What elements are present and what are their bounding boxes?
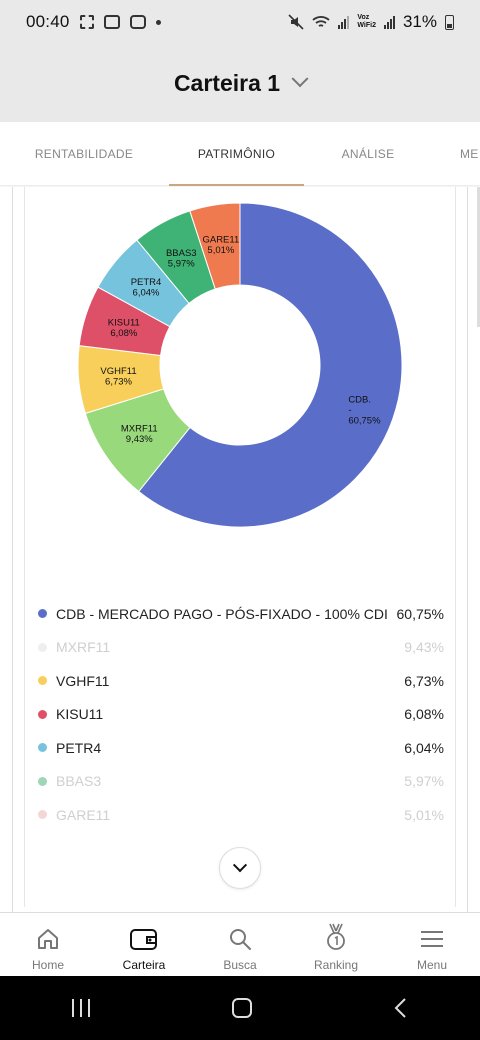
legend-value: 5,01% bbox=[404, 806, 444, 823]
home-icon bbox=[38, 929, 58, 949]
donut-slice-label: BBAS3 bbox=[166, 248, 197, 259]
legend-label: MXRF11 bbox=[56, 639, 111, 656]
nav-menu-label: Menu bbox=[416, 958, 448, 972]
legend-label: KISU11 bbox=[56, 706, 104, 723]
chevron-down-icon[interactable] bbox=[291, 70, 309, 88]
home-button-icon[interactable] bbox=[230, 996, 254, 1020]
legend-value: 6,08% bbox=[404, 706, 444, 723]
chart-legend: CDB - MERCADO PAGO - PÓS-FIXADO - 100% C… bbox=[38, 597, 444, 832]
nav-ranking-label: Ranking bbox=[313, 958, 359, 972]
nav-menu[interactable]: Menu bbox=[384, 913, 480, 976]
status-system-icons: Voz WiFi2 31% bbox=[288, 12, 454, 32]
legend-color-dot bbox=[38, 709, 47, 719]
legend-value: 6,73% bbox=[404, 672, 444, 689]
portfolio-title[interactable]: Carteira 1 bbox=[173, 69, 281, 96]
wifi-icon bbox=[312, 16, 330, 27]
tab-analise[interactable]: ANÁLISE bbox=[341, 147, 395, 161]
nav-carteira[interactable]: Carteira bbox=[96, 913, 192, 976]
bottom-navigation: Home Carteira Busca Ranking Menu bbox=[0, 912, 480, 976]
donut-slice-label: 5,97% bbox=[168, 258, 195, 269]
wallet-icon bbox=[130, 929, 157, 950]
search-icon bbox=[230, 929, 251, 950]
legend-item[interactable]: PETR4 6,04% bbox=[38, 731, 444, 765]
app-header: Carteira 1 bbox=[0, 44, 480, 122]
screenshot-icon bbox=[79, 15, 94, 29]
legend-label: CDB - MERCADO PAGO - PÓS-FIXADO - 100% C… bbox=[56, 605, 388, 622]
legend-label: PETR4 bbox=[56, 739, 102, 756]
legend-value: 9,43% bbox=[404, 639, 444, 656]
donut-slice-label: KISU11 bbox=[108, 317, 140, 328]
legend-value: 5,97% bbox=[404, 773, 444, 790]
legend-item[interactable]: KISU11 6,08% bbox=[38, 698, 444, 732]
outer-card bbox=[12, 187, 468, 912]
menu-icon bbox=[421, 931, 443, 947]
donut-slice-label: 6,04% bbox=[133, 287, 160, 298]
mute-icon bbox=[288, 14, 304, 30]
status-time: 00:40 bbox=[26, 12, 70, 31]
nav-home[interactable]: Home bbox=[0, 913, 96, 976]
donut-slice-label: 5,01% bbox=[207, 245, 234, 256]
legend-label: BBAS3 bbox=[56, 773, 102, 790]
legend-item[interactable]: BBAS3 5,97% bbox=[38, 765, 444, 799]
donut-slice[interactable] bbox=[189, 202, 241, 290]
expand-legend-button[interactable] bbox=[219, 847, 261, 889]
back-icon[interactable] bbox=[391, 996, 411, 1020]
chart-card bbox=[24, 187, 456, 907]
system-navigation-bar bbox=[0, 976, 480, 1040]
legend-item[interactable]: CDB - MERCADO PAGO - PÓS-FIXADO - 100% C… bbox=[38, 597, 444, 631]
donut-slice-label: 6,73% bbox=[105, 376, 132, 387]
nav-ranking[interactable]: Ranking bbox=[288, 913, 384, 976]
volte-wifi-label: Voz WiFi2 bbox=[357, 14, 376, 29]
status-notification-icons bbox=[79, 15, 161, 29]
donut-slice-label: PETR4 bbox=[131, 277, 162, 288]
donut-slice[interactable] bbox=[138, 202, 403, 528]
status-bar: 00:40 Voz WiFi2 31% bbox=[0, 0, 480, 44]
legend-label: GARE11 bbox=[56, 806, 111, 823]
legend-color-dot bbox=[38, 810, 47, 820]
tab-bar: RENTABILIDADE PATRIMÔNIO ANÁLISE ME bbox=[0, 122, 480, 186]
nav-carteira-label: Carteira bbox=[122, 958, 166, 972]
tab-patrimonio[interactable]: PATRIMÔNIO bbox=[169, 122, 304, 186]
nav-busca[interactable]: Busca bbox=[192, 913, 288, 976]
legend-color-dot bbox=[38, 642, 47, 652]
donut-slice-label: 60,75% bbox=[348, 416, 381, 427]
signal-icon-1 bbox=[338, 15, 350, 29]
nav-home-label: Home bbox=[31, 958, 64, 972]
chevron-down-icon bbox=[232, 858, 248, 873]
donut-slice-label: 9,43% bbox=[126, 434, 153, 445]
legend-label: VGHF11 bbox=[56, 672, 110, 689]
tab-rentabilidade[interactable]: RENTABILIDADE bbox=[34, 147, 134, 161]
nav-busca-label: Busca bbox=[223, 958, 257, 972]
screen-record-icon bbox=[103, 15, 120, 29]
legend-value: 60,75% bbox=[396, 605, 444, 622]
legend-color-dot bbox=[38, 743, 47, 753]
allocation-donut-chart[interactable]: CDB.-60,75%MXRF119,43%VGHF116,73%KISU116… bbox=[0, 187, 480, 547]
donut-slice-label: GARE11 bbox=[202, 234, 239, 245]
legend-color-dot bbox=[38, 676, 47, 686]
signal-icon-2 bbox=[383, 15, 395, 29]
scrollbar[interactable] bbox=[477, 187, 480, 327]
legend-item[interactable]: MXRF11 9,43% bbox=[38, 631, 444, 665]
donut-slice-label: 6,08% bbox=[110, 328, 137, 339]
donut-slice-label: VGHF11 bbox=[100, 366, 136, 377]
battery-icon bbox=[445, 14, 454, 30]
patrimonio-content[interactable]: CDB. -60,75% MXRF11 9,43% VGHF11 6,73% KISU11 6… bbox=[0, 187, 480, 912]
donut-slice-label: MXRF11 bbox=[121, 424, 158, 435]
more-notifications-dot-icon bbox=[155, 19, 161, 25]
legend-color-dot bbox=[38, 609, 47, 619]
legend-item[interactable]: GARE11 5,01% bbox=[38, 798, 444, 832]
legend-color-dot bbox=[38, 776, 47, 786]
battery-percent: 31% bbox=[402, 12, 437, 31]
legend-item[interactable]: VGHF11 6,73% bbox=[38, 664, 444, 698]
recent-apps-icon[interactable] bbox=[69, 997, 93, 1019]
legend-value: 6,04% bbox=[404, 739, 444, 756]
youtube-icon bbox=[129, 15, 146, 29]
medal-icon bbox=[327, 923, 345, 950]
donut-slice-label: - bbox=[348, 405, 351, 416]
tab-more-partial[interactable]: ME bbox=[460, 147, 479, 161]
donut-slice-label: CDB. bbox=[348, 395, 371, 406]
